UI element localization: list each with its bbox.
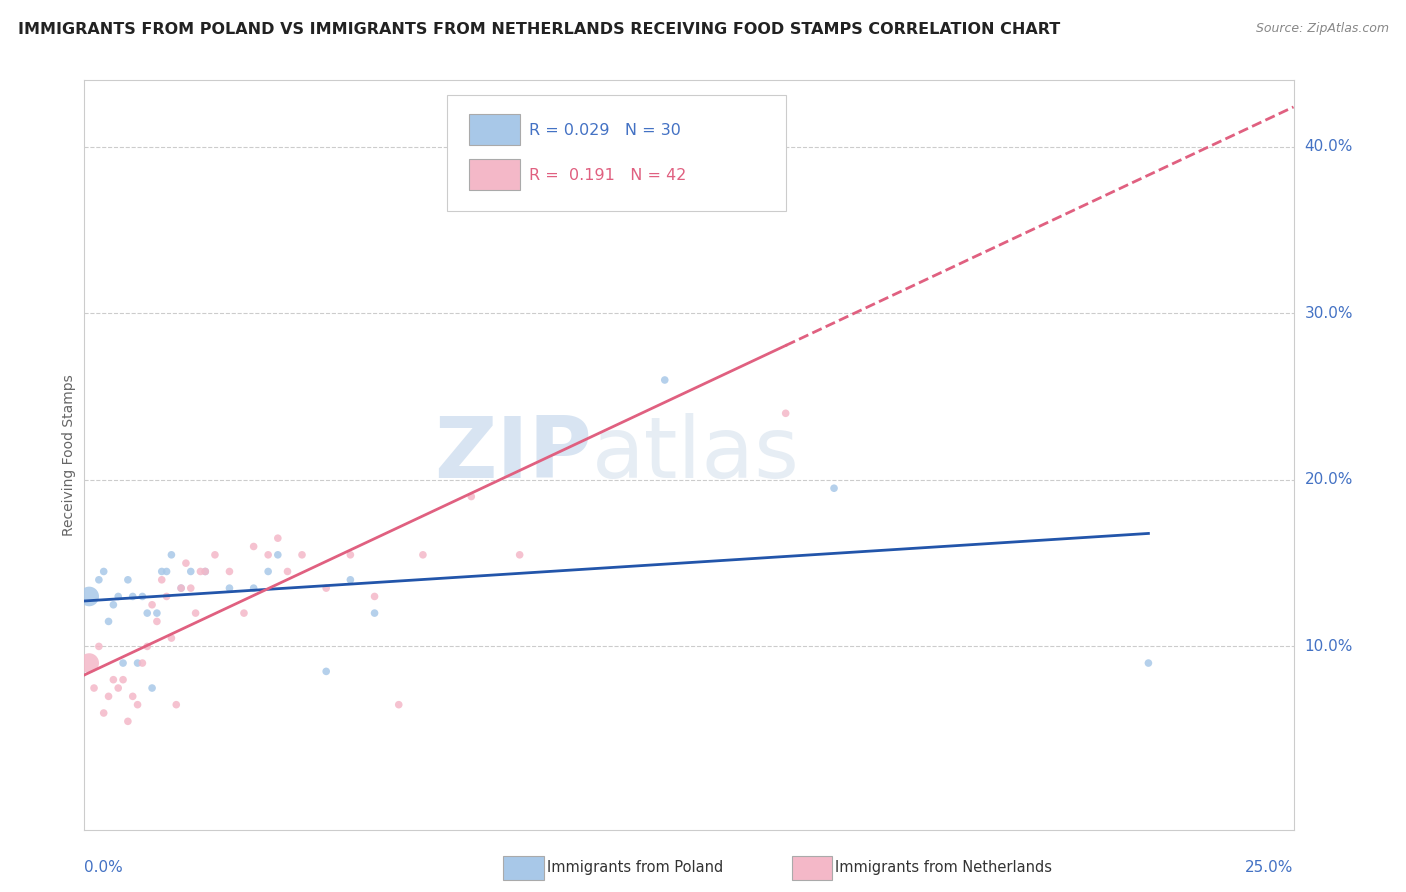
Point xyxy=(107,590,129,604)
Point xyxy=(180,565,202,579)
Point xyxy=(87,573,110,587)
Point xyxy=(160,631,183,645)
Point xyxy=(242,581,264,595)
Point xyxy=(257,565,280,579)
Point xyxy=(184,606,207,620)
Text: Source: ZipAtlas.com: Source: ZipAtlas.com xyxy=(1256,22,1389,36)
Point xyxy=(150,565,173,579)
Point xyxy=(775,406,797,420)
Point xyxy=(150,573,173,587)
Point xyxy=(257,548,280,562)
Point xyxy=(267,531,290,545)
Point xyxy=(174,556,197,570)
Point xyxy=(190,565,212,579)
Point xyxy=(93,706,115,720)
Point xyxy=(93,565,115,579)
Point xyxy=(155,565,177,579)
Point xyxy=(136,640,159,654)
Point xyxy=(194,565,217,579)
Text: 25.0%: 25.0% xyxy=(1246,860,1294,875)
Point xyxy=(276,565,298,579)
Point xyxy=(160,548,183,562)
Point xyxy=(170,581,193,595)
Text: 20.0%: 20.0% xyxy=(1305,473,1353,487)
Point xyxy=(112,656,135,670)
Point xyxy=(77,656,100,670)
Point xyxy=(127,656,149,670)
Text: R = 0.029   N = 30: R = 0.029 N = 30 xyxy=(529,123,681,138)
Point xyxy=(412,548,434,562)
Point xyxy=(97,690,120,704)
Point xyxy=(233,606,256,620)
Point xyxy=(823,481,845,495)
Y-axis label: Receiving Food Stamps: Receiving Food Stamps xyxy=(62,374,76,536)
Point xyxy=(315,581,337,595)
Point xyxy=(112,673,135,687)
Point xyxy=(630,190,652,204)
Point xyxy=(267,548,290,562)
Point xyxy=(363,590,385,604)
Point xyxy=(194,565,217,579)
Point xyxy=(121,690,143,704)
Point xyxy=(117,573,139,587)
Point xyxy=(103,673,125,687)
Text: 10.0%: 10.0% xyxy=(1305,639,1353,654)
Point xyxy=(146,606,169,620)
Point xyxy=(131,590,153,604)
Point xyxy=(218,581,240,595)
Point xyxy=(1137,656,1160,670)
Text: 30.0%: 30.0% xyxy=(1305,306,1353,321)
Text: ZIP: ZIP xyxy=(434,413,592,497)
Point xyxy=(87,640,110,654)
Point xyxy=(83,681,105,695)
Point xyxy=(204,548,226,562)
Point xyxy=(103,598,125,612)
Point xyxy=(146,615,169,629)
FancyBboxPatch shape xyxy=(468,114,520,145)
Point xyxy=(180,581,202,595)
Text: Immigrants from Poland: Immigrants from Poland xyxy=(547,860,723,874)
Point xyxy=(291,548,314,562)
Point xyxy=(509,548,531,562)
Point xyxy=(121,590,143,604)
FancyBboxPatch shape xyxy=(468,159,520,190)
Point xyxy=(141,598,163,612)
Point xyxy=(242,540,264,554)
Point xyxy=(141,681,163,695)
Point xyxy=(460,490,482,504)
Point xyxy=(170,581,193,595)
Point xyxy=(136,606,159,620)
Point xyxy=(654,373,676,387)
Point xyxy=(127,698,149,712)
Point xyxy=(155,590,177,604)
Point xyxy=(117,714,139,729)
Point xyxy=(131,656,153,670)
Text: 0.0%: 0.0% xyxy=(84,860,124,875)
Text: 40.0%: 40.0% xyxy=(1305,139,1353,154)
Point xyxy=(97,615,120,629)
Text: IMMIGRANTS FROM POLAND VS IMMIGRANTS FROM NETHERLANDS RECEIVING FOOD STAMPS CORR: IMMIGRANTS FROM POLAND VS IMMIGRANTS FRO… xyxy=(18,22,1060,37)
Point xyxy=(107,681,129,695)
Point xyxy=(77,590,100,604)
FancyBboxPatch shape xyxy=(447,95,786,211)
Point xyxy=(339,573,361,587)
Point xyxy=(218,565,240,579)
Point xyxy=(165,698,187,712)
Text: atlas: atlas xyxy=(592,413,800,497)
Point xyxy=(339,548,361,562)
Text: R =  0.191   N = 42: R = 0.191 N = 42 xyxy=(529,168,686,183)
Point xyxy=(363,606,385,620)
Text: Immigrants from Netherlands: Immigrants from Netherlands xyxy=(835,860,1052,874)
Point xyxy=(388,698,411,712)
Point xyxy=(315,665,337,679)
